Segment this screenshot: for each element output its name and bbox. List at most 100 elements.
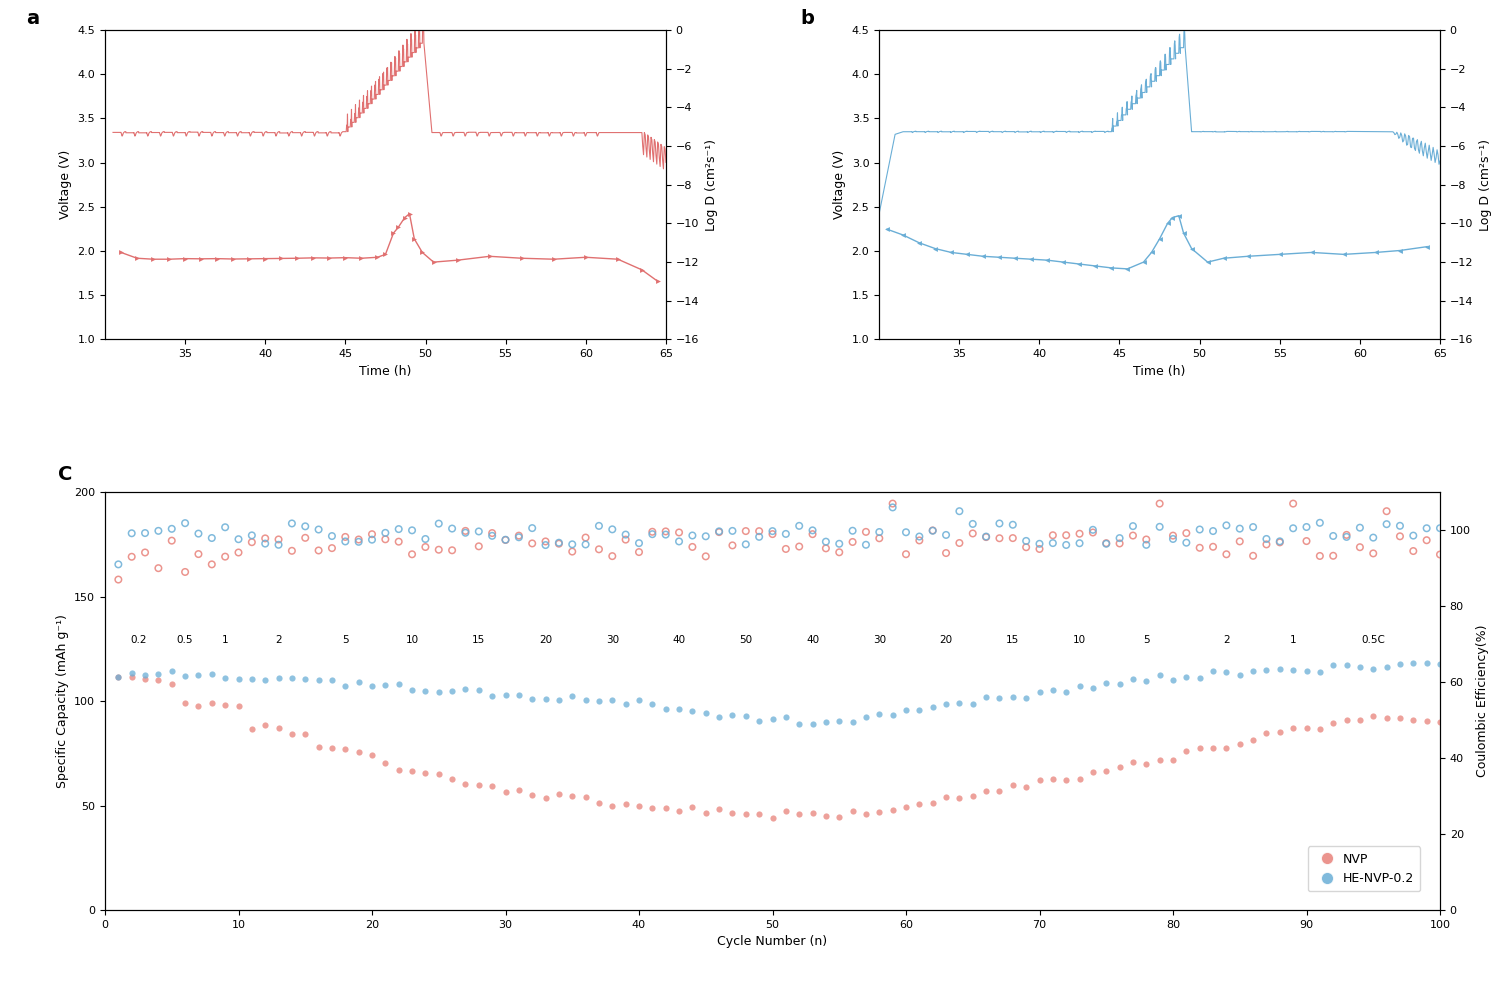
Point xyxy=(254,717,278,733)
Point xyxy=(853,537,877,553)
Text: 0.2: 0.2 xyxy=(130,635,147,645)
Point xyxy=(1120,518,1144,534)
Point xyxy=(1000,517,1024,533)
Point xyxy=(1414,532,1438,548)
Point xyxy=(853,524,877,540)
Text: 15: 15 xyxy=(1007,635,1020,645)
Point xyxy=(627,692,651,708)
Point xyxy=(186,698,210,714)
Point xyxy=(706,524,730,540)
Point xyxy=(346,744,370,760)
Point xyxy=(788,806,812,822)
Point xyxy=(1428,520,1452,536)
Point xyxy=(1202,663,1225,679)
Point xyxy=(934,527,958,543)
Text: 1: 1 xyxy=(1290,635,1296,645)
Point xyxy=(1294,519,1318,535)
Point xyxy=(1041,527,1065,543)
Point xyxy=(520,535,544,551)
Point xyxy=(414,683,438,699)
Point xyxy=(414,765,438,781)
Point xyxy=(548,535,572,551)
Point xyxy=(466,538,490,554)
Point xyxy=(1068,678,1092,694)
Point xyxy=(333,533,357,549)
Point xyxy=(747,713,771,729)
Point xyxy=(788,539,812,555)
Point xyxy=(681,539,705,555)
Point xyxy=(1041,682,1065,698)
Point xyxy=(880,496,904,512)
Point xyxy=(1107,759,1131,775)
Point xyxy=(280,515,304,531)
Point xyxy=(801,522,825,538)
Point xyxy=(1148,667,1172,683)
Point xyxy=(534,691,558,707)
Point xyxy=(1107,535,1131,551)
Point xyxy=(840,523,864,539)
Point xyxy=(280,543,304,559)
Point xyxy=(627,798,651,814)
Point xyxy=(374,531,398,547)
Point xyxy=(627,535,651,551)
Point xyxy=(1082,522,1106,538)
Point xyxy=(106,556,130,572)
Point xyxy=(414,531,438,547)
Point xyxy=(1308,664,1332,680)
Point xyxy=(1202,740,1225,756)
Point xyxy=(466,523,490,539)
Point xyxy=(426,542,450,558)
Point xyxy=(147,672,171,688)
Point xyxy=(668,524,692,540)
Point xyxy=(414,539,438,555)
Point xyxy=(693,528,717,544)
Point xyxy=(360,747,384,763)
Point xyxy=(1120,528,1144,544)
Point xyxy=(1174,669,1198,685)
Point xyxy=(1322,528,1346,544)
Point xyxy=(1348,712,1372,728)
Point xyxy=(267,531,291,547)
Legend: NVP, HE-NVP-0.2: NVP, HE-NVP-0.2 xyxy=(1308,846,1420,891)
Point xyxy=(106,669,130,685)
Text: 10: 10 xyxy=(1072,635,1086,645)
Point xyxy=(1041,771,1065,787)
Point xyxy=(1401,712,1425,728)
Point xyxy=(1134,531,1158,547)
Y-axis label: Log D (cm²s⁻¹): Log D (cm²s⁻¹) xyxy=(1479,139,1492,231)
Point xyxy=(1094,535,1118,551)
Point xyxy=(747,529,771,545)
Point xyxy=(1028,541,1051,557)
Point xyxy=(1362,545,1386,561)
Point xyxy=(840,803,864,819)
Point xyxy=(1215,517,1239,533)
Point xyxy=(1082,764,1106,780)
Text: C: C xyxy=(58,465,72,484)
Point xyxy=(1094,536,1118,552)
Point xyxy=(693,548,717,564)
Point xyxy=(668,701,692,717)
Point xyxy=(974,783,998,799)
Text: 5: 5 xyxy=(1143,635,1149,645)
Point xyxy=(213,697,237,713)
Point xyxy=(240,721,264,737)
Point xyxy=(1281,662,1305,678)
Point xyxy=(1000,689,1024,705)
Point xyxy=(360,526,384,542)
Point xyxy=(960,788,984,804)
Point xyxy=(853,806,877,822)
Point xyxy=(172,564,196,580)
Point xyxy=(948,535,972,551)
Y-axis label: Coulombic Efficiency(%): Coulombic Efficiency(%) xyxy=(1476,625,1490,777)
Point xyxy=(147,523,171,539)
Point xyxy=(693,805,717,821)
Point xyxy=(453,523,477,539)
Point xyxy=(159,676,183,692)
Point xyxy=(200,695,223,711)
Point xyxy=(494,532,517,548)
Point xyxy=(120,665,144,681)
Point xyxy=(1174,535,1198,551)
Text: 40: 40 xyxy=(672,635,686,645)
Point xyxy=(453,776,477,792)
Point xyxy=(734,708,758,724)
